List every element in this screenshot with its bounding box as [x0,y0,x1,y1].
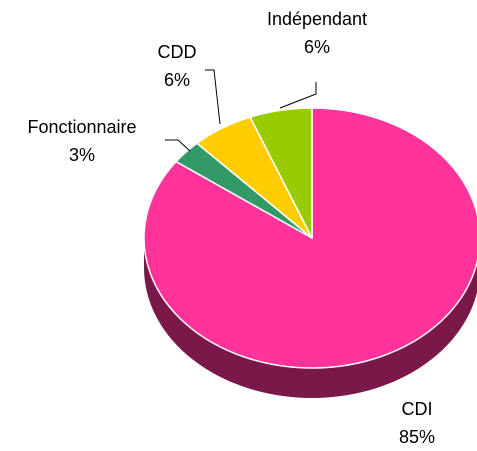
slice-label: Fonctionnaire [27,117,136,137]
pie-side [144,238,477,398]
slice-label: Indépendant [267,9,367,29]
slice-value-label: 85% [399,427,435,447]
leader-line [205,69,221,125]
pie-slice [249,107,313,239]
leader-line [165,139,191,152]
leader-line [279,82,317,109]
slice-value-label: 3% [69,145,95,165]
slice-value-label: 6% [164,70,190,90]
labels: CDI 85% Fonctionnaire 3% CDD 6% Indépendant 6% [27,9,435,447]
slice-label: CDI [402,399,433,419]
slice-value-label: 6% [304,37,330,57]
pie [143,107,477,398]
slice-label: CDD [158,42,197,62]
